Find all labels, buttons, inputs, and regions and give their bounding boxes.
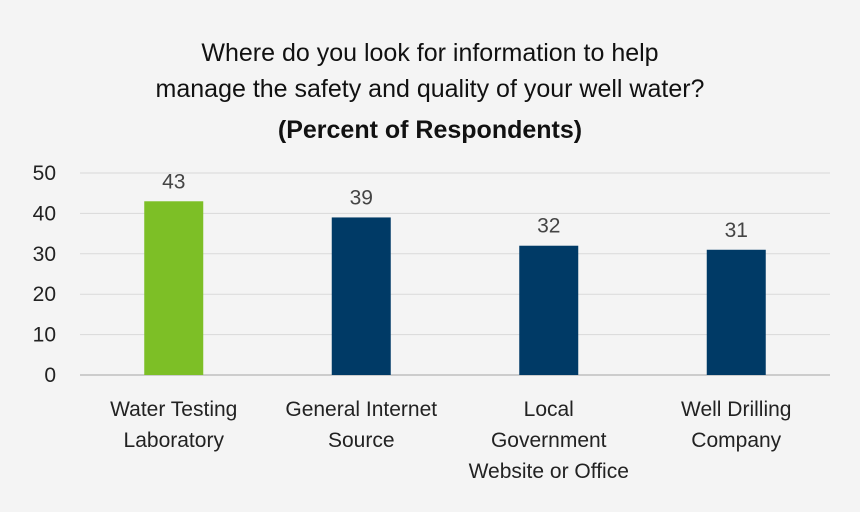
chart-subtitle: (Percent of Respondents) xyxy=(278,116,582,144)
category-label: Water Testing xyxy=(110,398,237,421)
category-label: Laboratory xyxy=(124,429,225,452)
y-tick-label: 20 xyxy=(33,283,56,306)
y-tick-label: 10 xyxy=(33,324,56,347)
category-label: Source xyxy=(328,429,395,452)
bar xyxy=(706,249,766,375)
y-tick-label: 30 xyxy=(33,243,56,266)
category-label: Government xyxy=(491,429,607,452)
category-label: General Internet xyxy=(285,398,437,421)
data-label: 32 xyxy=(537,215,560,238)
data-label: 31 xyxy=(725,219,748,242)
category-label: Local xyxy=(524,398,574,421)
bar xyxy=(331,217,391,375)
y-tick-label: 50 xyxy=(33,162,56,185)
bar xyxy=(519,245,579,375)
gridlines xyxy=(80,172,830,376)
data-label: 43 xyxy=(162,170,185,193)
chart-title: Where do you look for information to hel… xyxy=(156,39,705,144)
bar xyxy=(144,201,204,375)
bars xyxy=(144,201,766,375)
data-label: 39 xyxy=(350,186,373,209)
y-tick-label: 0 xyxy=(44,364,56,387)
category-label: Website or Office xyxy=(469,460,629,483)
category-labels: Water Testing Laboratory General Internet S… xyxy=(110,398,791,483)
y-tick-label: 40 xyxy=(33,202,56,225)
data-labels: 43 39 32 31 xyxy=(162,170,748,241)
title-line-1: Where do you look for information to hel… xyxy=(201,39,658,67)
y-axis-ticks: 0 10 20 30 40 50 xyxy=(33,162,56,387)
category-label: Well Drilling xyxy=(681,398,791,421)
title-line-2: manage the safety and quality of your we… xyxy=(156,75,705,103)
category-label: Company xyxy=(691,429,781,452)
